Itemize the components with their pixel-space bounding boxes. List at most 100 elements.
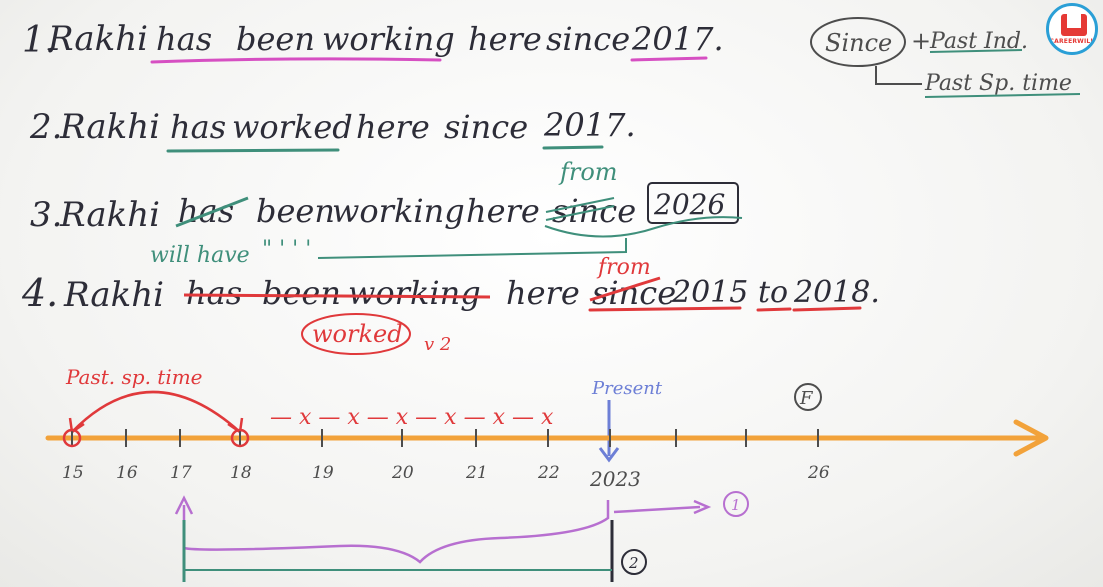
case-1-circle [723, 491, 749, 517]
sentence-2-verb: worked [232, 108, 353, 146]
case-2-circle [621, 549, 647, 575]
rule-plus: + [911, 27, 931, 55]
sentence-4-year2-underline [756, 306, 862, 312]
timeline-span-label: Past. sp. time [65, 365, 203, 389]
sentence-2-aux: has [170, 108, 226, 146]
sentence-3-aux: has [178, 192, 234, 230]
timeline: Past. sp. time — x — x — x — x — x — x P… [45, 365, 1049, 582]
timeline-tick-label: 26 [807, 463, 830, 483]
timeline-future-circle [794, 383, 822, 411]
rule-result-underline [924, 93, 1081, 98]
sentence-2-year: 2017. [543, 106, 636, 144]
timeline-future-mark: F [799, 388, 814, 409]
timeline-axis-arrow [1013, 419, 1049, 457]
timeline-tick-label: 15 [62, 463, 84, 483]
sentence-2-verb-underline [166, 148, 340, 153]
timeline-start-marker [62, 428, 82, 448]
sentence-4-verb-fix: worked [312, 320, 403, 348]
sentence-4-prep: since [592, 274, 676, 312]
timeline-tick-label: 22 [537, 463, 560, 483]
case-2-label: 2 [628, 554, 639, 572]
careerwill-logo-text: CAREERWILL [1049, 38, 1095, 45]
sentence-4-rest: here [506, 274, 580, 312]
sentence-4-number: 4. [21, 271, 58, 315]
timeline-tick-label: 21 [465, 463, 488, 483]
since-circle [810, 17, 906, 67]
sentence-3-prep-strike [545, 197, 615, 221]
sentence-1-verb-underline [150, 57, 442, 64]
sentence-3-rest: here [466, 192, 540, 230]
sentence-2-subject: Rakhi [59, 107, 160, 147]
sentence-4-year2: 2018. [793, 275, 880, 310]
sentence-4-verb-strike [183, 293, 491, 299]
sentence-4-prep-strike [589, 276, 661, 302]
careerwill-logo-icon [1061, 14, 1087, 36]
case-1-arrowhead [693, 499, 712, 515]
timeline-brace-arrowhead [174, 495, 194, 515]
sentence-2-year-underline [542, 145, 604, 150]
timeline-tick-label: 17 [170, 463, 192, 483]
sentence-3-ditto: " ' ' ' [262, 237, 311, 262]
sentence-1-year: 2017. [631, 20, 724, 58]
sentence-3-aux-strike [175, 196, 249, 228]
sentence-4-subject: Rakhi [63, 275, 164, 315]
sentence-3: 3. Rakhi has been working here since fro… [30, 158, 743, 268]
timeline-ticks: 15 16 17 18 19 20 21 22 2023 26 [62, 429, 830, 491]
sentence-2: 2. Rakhi has worked here since 2017. [29, 106, 636, 153]
sentence-3-bracket [317, 238, 627, 259]
case-1-arrow [613, 505, 701, 514]
sentence-4-been: been [262, 274, 341, 312]
rule-result: Past Sp. time [924, 71, 1072, 96]
rule-arrow [875, 66, 922, 85]
sentence-4-prep-fix: from [596, 255, 651, 280]
sentence-1-subject: Rakhi [47, 19, 148, 59]
timeline-crosses: — x — x — x — x — x — x [270, 405, 554, 430]
since-rule: Since + Past Ind. Past Sp. time [810, 17, 1081, 98]
sentence-3-aux-fix: will have [150, 243, 250, 268]
timeline-tick-label: 20 [391, 463, 414, 483]
timeline-span-arrowheads [68, 417, 244, 434]
timeline-span-arc [71, 390, 241, 433]
timeline-present-label: Present [591, 378, 663, 399]
sentence-1-aux: has [156, 20, 212, 58]
sentence-3-number: 3. [30, 195, 62, 235]
timeline-tick-label: 18 [230, 463, 252, 483]
timeline-end-marker [230, 428, 250, 448]
careerwill-logo: CAREERWILL [1046, 3, 1098, 55]
timeline-tick-label: 19 [312, 463, 334, 483]
sentence-1-number: 1. [22, 20, 56, 61]
sentence-2-prep: since [444, 108, 528, 146]
sentence-4-verb: working [348, 274, 481, 312]
sentence-3-prep-fix: from [558, 158, 618, 186]
sentence-4-aux: has [186, 274, 242, 312]
sentence-3-year: 2026 [653, 188, 725, 221]
sentence-2-rest: here [356, 108, 430, 146]
sentence-2-number: 2. [29, 107, 62, 147]
sentence-1-been: been [236, 20, 315, 58]
sentence-1-verb: working [322, 20, 455, 58]
sentence-3-year-box [647, 182, 739, 224]
timeline-brace [182, 500, 610, 564]
rule-since: Since [825, 29, 892, 57]
sentence-4-year: 2015 [671, 275, 748, 310]
sentence-1-year-underline [630, 56, 708, 62]
sentence-3-subject: Rakhi [59, 195, 160, 235]
sentence-3-link [544, 216, 743, 238]
timeline-tick-label: 16 [116, 463, 138, 483]
sentence-3-been: been [256, 192, 335, 230]
sentence-1-rest: here [468, 20, 542, 58]
rule-tense-underline [929, 49, 1023, 53]
sentence-4-form: v 2 [424, 334, 451, 355]
timeline-tick-label: 2023 [589, 467, 641, 491]
sentence-1-prep: since [546, 20, 630, 58]
case-1-label: 1 [731, 496, 741, 514]
sentence-3-verb: working [332, 192, 465, 230]
sentence-4-phrase-underline [588, 306, 742, 312]
timeline-present-arrow [598, 447, 620, 463]
sentence-4: 4. Rakhi has been working here since fro… [21, 255, 880, 355]
sentence-4-fix-circle [301, 313, 411, 355]
sentence-1: 1. Rakhi has been working here since 201… [22, 19, 724, 64]
sentence-4-to: to [758, 275, 788, 310]
